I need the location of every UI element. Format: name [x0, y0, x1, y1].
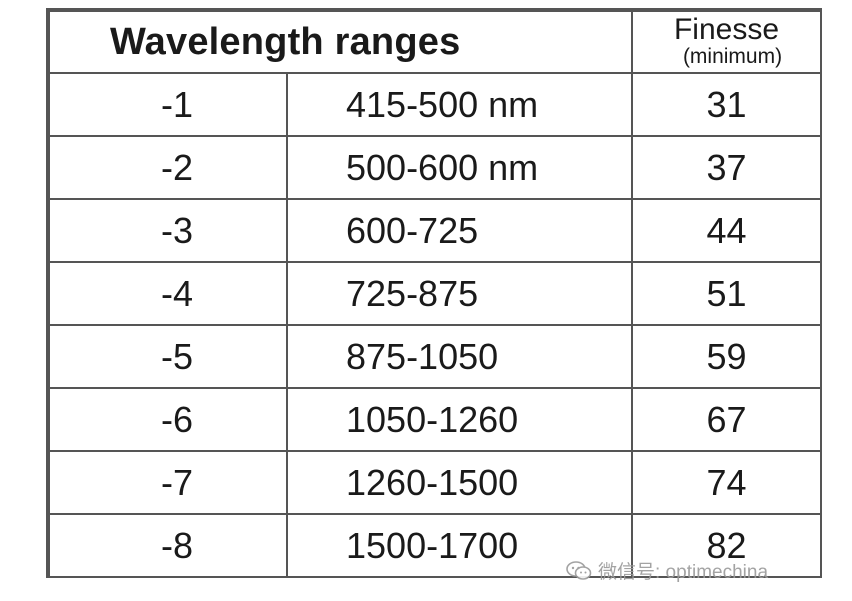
wavelength-range-cell: 1500-1700 — [285, 513, 634, 578]
wavelength-table-container: Wavelength ranges Finesse (minimum) -1 4… — [46, 8, 823, 578]
finesse-cell: 67 — [631, 387, 823, 452]
model-suffix-cell: -2 — [48, 135, 288, 200]
wavelength-range-cell: 500-600 nm — [285, 135, 634, 200]
finesse-cell: 37 — [631, 135, 823, 200]
model-suffix-cell: -7 — [48, 450, 288, 515]
finesse-cell: 31 — [631, 72, 823, 137]
finesse-header-label: Finesse — [673, 13, 780, 46]
model-suffix-cell: -6 — [48, 387, 288, 452]
table-row: -6 1050-1260 67 — [48, 387, 823, 452]
table-row: -1 415-500 nm 31 — [48, 72, 823, 137]
table-row: -7 1260-1500 74 — [48, 450, 823, 515]
table-header-row: Wavelength ranges Finesse (minimum) — [47, 10, 823, 74]
wavelength-range-cell: 725-875 — [285, 261, 634, 326]
wechat-watermark: 微信号: optimechina — [566, 557, 768, 584]
model-suffix-cell: -5 — [48, 324, 288, 389]
model-suffix-cell: -1 — [48, 72, 288, 137]
wavelength-range-cell: 1050-1260 — [285, 387, 634, 452]
finesse-cell: 51 — [631, 261, 823, 326]
watermark-text: 微信号: optimechina — [598, 562, 769, 583]
finesse-cell: 59 — [631, 324, 823, 389]
model-suffix-cell: -4 — [48, 261, 288, 326]
finesse-cell: 44 — [631, 198, 823, 263]
wavelength-range-cell: 875-1050 — [285, 324, 634, 389]
wavelength-range-cell: 415-500 nm — [285, 72, 634, 137]
finesse-header-sublabel: (minimum) — [682, 45, 783, 68]
wavelength-range-cell: 1260-1500 — [285, 450, 634, 515]
table-row: -2 500-600 nm 37 — [48, 135, 823, 200]
model-suffix-cell: -8 — [48, 513, 288, 578]
wavelength-ranges-header: Wavelength ranges — [47, 10, 634, 74]
model-suffix-cell: -3 — [48, 198, 288, 263]
wechat-icon — [566, 560, 592, 581]
wavelength-range-cell: 600-725 — [285, 198, 634, 263]
table-row: -8 1500-1700 82 — [48, 513, 823, 578]
table-row: -3 600-725 44 — [48, 198, 823, 263]
table-row: -4 725-875 51 — [48, 261, 823, 326]
table-row: -5 875-1050 59 — [48, 324, 823, 389]
wavelength-finesse-table: Wavelength ranges Finesse (minimum) -1 4… — [47, 10, 823, 578]
finesse-cell: 82 — [631, 513, 823, 578]
finesse-cell: 74 — [631, 450, 823, 515]
finesse-header: Finesse (minimum) — [631, 10, 823, 74]
